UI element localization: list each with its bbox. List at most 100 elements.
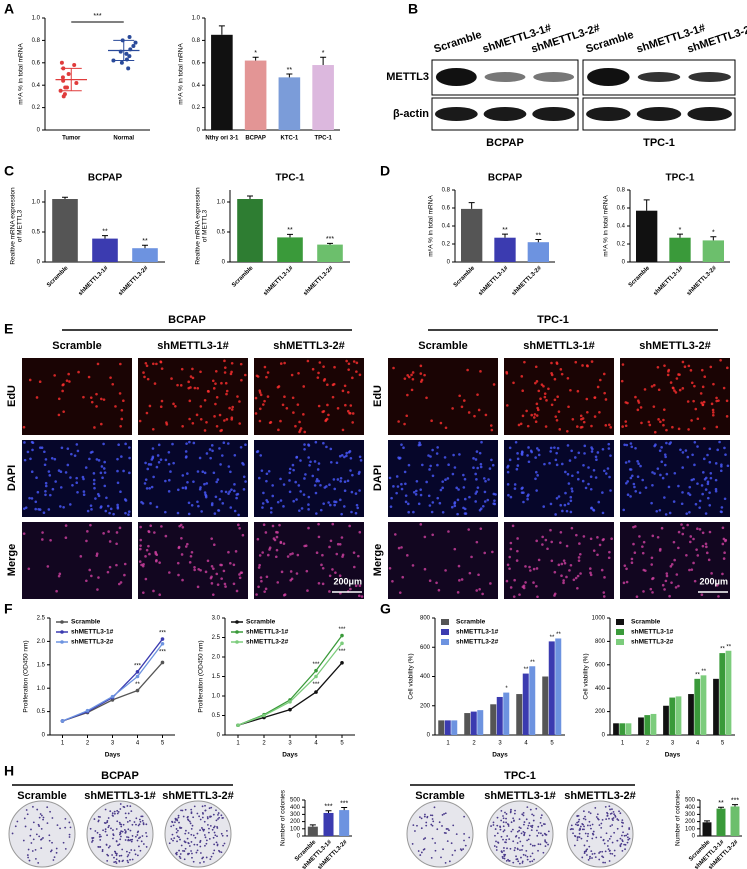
colony bbox=[581, 828, 584, 831]
cell-nucleus bbox=[494, 493, 497, 496]
cell-nucleus bbox=[346, 390, 350, 394]
cell-nucleus bbox=[522, 584, 526, 588]
cell-nucleus bbox=[453, 504, 457, 508]
cell-nucleus bbox=[203, 398, 207, 402]
cell-nucleus bbox=[176, 488, 180, 492]
colony bbox=[30, 828, 32, 831]
colony bbox=[178, 849, 180, 852]
cell-nucleus bbox=[493, 502, 497, 506]
legend-swatch bbox=[616, 639, 624, 645]
colony bbox=[216, 825, 218, 828]
cell-nucleus bbox=[257, 476, 261, 480]
data-point bbox=[314, 690, 318, 694]
cell-nucleus bbox=[543, 395, 547, 399]
colony bbox=[178, 821, 180, 824]
bar bbox=[451, 720, 458, 735]
error-bar bbox=[142, 244, 148, 249]
colony bbox=[182, 815, 185, 818]
cell-nucleus bbox=[429, 464, 432, 468]
cell-nucleus bbox=[220, 577, 223, 580]
data-point bbox=[135, 688, 140, 693]
cell-nucleus bbox=[477, 408, 481, 412]
cell-nucleus bbox=[665, 428, 668, 432]
cell-nucleus bbox=[333, 503, 336, 507]
colony bbox=[126, 821, 129, 823]
cell-nucleus bbox=[210, 444, 214, 447]
cell-nucleus bbox=[606, 467, 610, 470]
colony bbox=[516, 842, 519, 844]
cell-nucleus bbox=[463, 497, 467, 501]
colony bbox=[591, 853, 594, 855]
panel-letter: C bbox=[4, 163, 14, 179]
colony bbox=[196, 843, 199, 846]
cell-nucleus bbox=[593, 396, 596, 399]
cell-nucleus bbox=[151, 427, 155, 431]
cell-nucleus bbox=[675, 377, 679, 380]
colony bbox=[119, 838, 122, 841]
colony bbox=[522, 814, 525, 817]
cell-nucleus bbox=[599, 378, 602, 382]
colony bbox=[621, 825, 624, 828]
bar bbox=[516, 694, 523, 735]
cell-nucleus bbox=[450, 505, 454, 509]
x-tick-label: 4 bbox=[524, 741, 528, 747]
colony bbox=[120, 825, 123, 828]
cell-nucleus bbox=[602, 595, 606, 598]
cell-nucleus bbox=[292, 499, 295, 503]
cell-nucleus bbox=[159, 405, 163, 409]
colony bbox=[201, 816, 204, 819]
cell-nucleus bbox=[97, 459, 101, 462]
cell-nucleus bbox=[555, 418, 559, 422]
cell-nucleus bbox=[571, 474, 574, 478]
cell-nucleus bbox=[598, 411, 601, 414]
colony bbox=[616, 839, 619, 842]
cell-nucleus bbox=[75, 443, 79, 446]
cell-nucleus bbox=[142, 591, 145, 594]
colony bbox=[442, 848, 444, 851]
colony bbox=[187, 852, 190, 855]
cell-nucleus bbox=[47, 470, 51, 473]
bar bbox=[522, 673, 529, 735]
colony bbox=[444, 862, 447, 864]
colony bbox=[503, 855, 506, 858]
cell-nucleus bbox=[309, 460, 312, 464]
cell-nucleus bbox=[492, 383, 496, 386]
colony bbox=[527, 838, 530, 841]
cell-nucleus bbox=[407, 463, 411, 467]
y-tick-label: 0.6 bbox=[32, 60, 41, 66]
cell-nucleus bbox=[38, 508, 42, 511]
cell-nucleus bbox=[591, 447, 594, 451]
cell-nucleus bbox=[265, 575, 269, 579]
colony bbox=[133, 821, 136, 823]
colony bbox=[530, 829, 533, 832]
colony bbox=[626, 841, 629, 844]
colony bbox=[123, 828, 126, 831]
cell-nucleus bbox=[506, 464, 510, 468]
cell-nucleus bbox=[96, 362, 100, 366]
colony bbox=[11, 832, 14, 835]
cell-nucleus bbox=[589, 573, 593, 577]
colony bbox=[106, 820, 109, 822]
micrograph bbox=[254, 522, 364, 599]
cell-nucleus bbox=[218, 413, 222, 417]
cell-nucleus bbox=[116, 503, 119, 507]
cell-nucleus bbox=[390, 496, 393, 500]
cell-nucleus bbox=[24, 506, 28, 510]
cell-nucleus bbox=[28, 378, 32, 382]
cell-nucleus bbox=[563, 503, 567, 507]
cell-nucleus bbox=[290, 373, 294, 377]
cell-nucleus bbox=[235, 496, 238, 500]
cell-nucleus bbox=[423, 535, 427, 539]
cell-nucleus bbox=[404, 494, 408, 497]
cell-nucleus bbox=[672, 386, 675, 390]
cell-nucleus bbox=[259, 576, 263, 579]
y-tick-label: 0.5 bbox=[37, 709, 46, 715]
cell-nucleus bbox=[335, 461, 339, 465]
cell-nucleus bbox=[95, 554, 99, 557]
colony bbox=[589, 824, 592, 827]
colony bbox=[502, 825, 505, 828]
cell-nucleus bbox=[190, 550, 194, 554]
cell-nucleus bbox=[567, 502, 570, 506]
data-point bbox=[340, 661, 344, 665]
cell-nucleus bbox=[624, 461, 628, 464]
